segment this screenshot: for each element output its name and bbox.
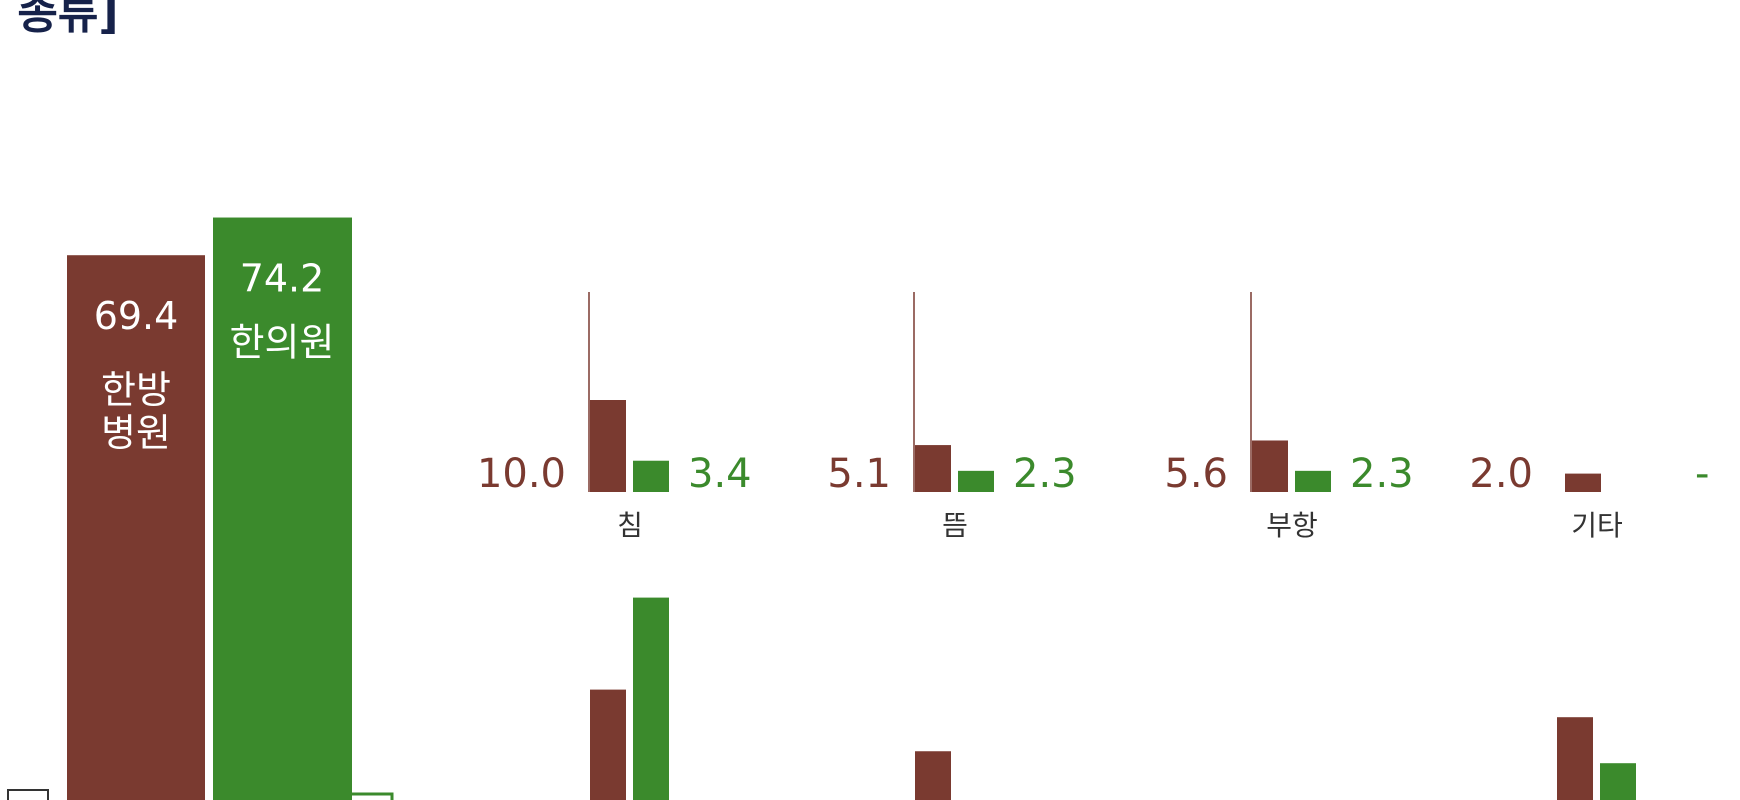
category-label-부항: 부항 — [1266, 509, 1318, 542]
value-hospital-침: 10.0 — [477, 451, 566, 497]
bar-hospital-row2 — [915, 751, 951, 800]
value-hospital-기타: 2.0 — [1469, 451, 1533, 497]
main-hospital-value-label: 69.4 — [94, 294, 179, 338]
bar-hospital-침 — [590, 400, 626, 492]
bar-clinic-부항 — [1295, 470, 1331, 492]
bar-hospital-뜸 — [915, 445, 951, 492]
main-hospital-name-line1: 한방 — [101, 368, 171, 412]
legend-box-right — [308, 792, 394, 800]
bar-clinic-row2 — [633, 597, 669, 800]
row1-small-multiples: 10.0 3.4 침 5.1 2.3 뜸 5.6 2.3 부항 2.0 - 기타 — [477, 292, 1709, 542]
legend-box-left — [7, 789, 49, 800]
value-hospital-뜸: 5.1 — [827, 451, 891, 497]
category-label-기타: 기타 — [1571, 509, 1623, 542]
bar-main-hospital — [67, 255, 205, 800]
bar-clinic-침 — [633, 460, 669, 492]
value-clinic-부항: 2.3 — [1350, 451, 1414, 497]
bar-hospital-row2 — [590, 689, 626, 800]
bar-hospital-기타 — [1565, 473, 1601, 492]
bar-clinic-row2 — [1600, 763, 1636, 800]
value-clinic-침: 3.4 — [688, 451, 752, 497]
chart-title: ] 종류] — [0, 0, 119, 39]
value-clinic-뜸: 2.3 — [1013, 451, 1077, 497]
row2-small-multiples — [590, 597, 1636, 800]
main-hospital-name-line2: 병원 — [101, 411, 171, 455]
main-clinic-value-label: 74.2 — [240, 257, 325, 301]
value-hospital-부항: 5.6 — [1164, 451, 1228, 497]
category-label-뜸: 뜸 — [942, 509, 968, 542]
bar-hospital-부항 — [1252, 440, 1288, 492]
main-comparison: 69.4 한방 병원 74.2 한의원 — [67, 217, 352, 800]
category-label-침: 침 — [617, 509, 643, 542]
value-clinic-기타: - — [1695, 451, 1709, 497]
bar-clinic-뜸 — [958, 470, 994, 492]
bar-main-clinic — [213, 217, 352, 800]
main-clinic-name-label: 한의원 — [230, 321, 335, 365]
bar-hospital-row2 — [1557, 717, 1593, 800]
